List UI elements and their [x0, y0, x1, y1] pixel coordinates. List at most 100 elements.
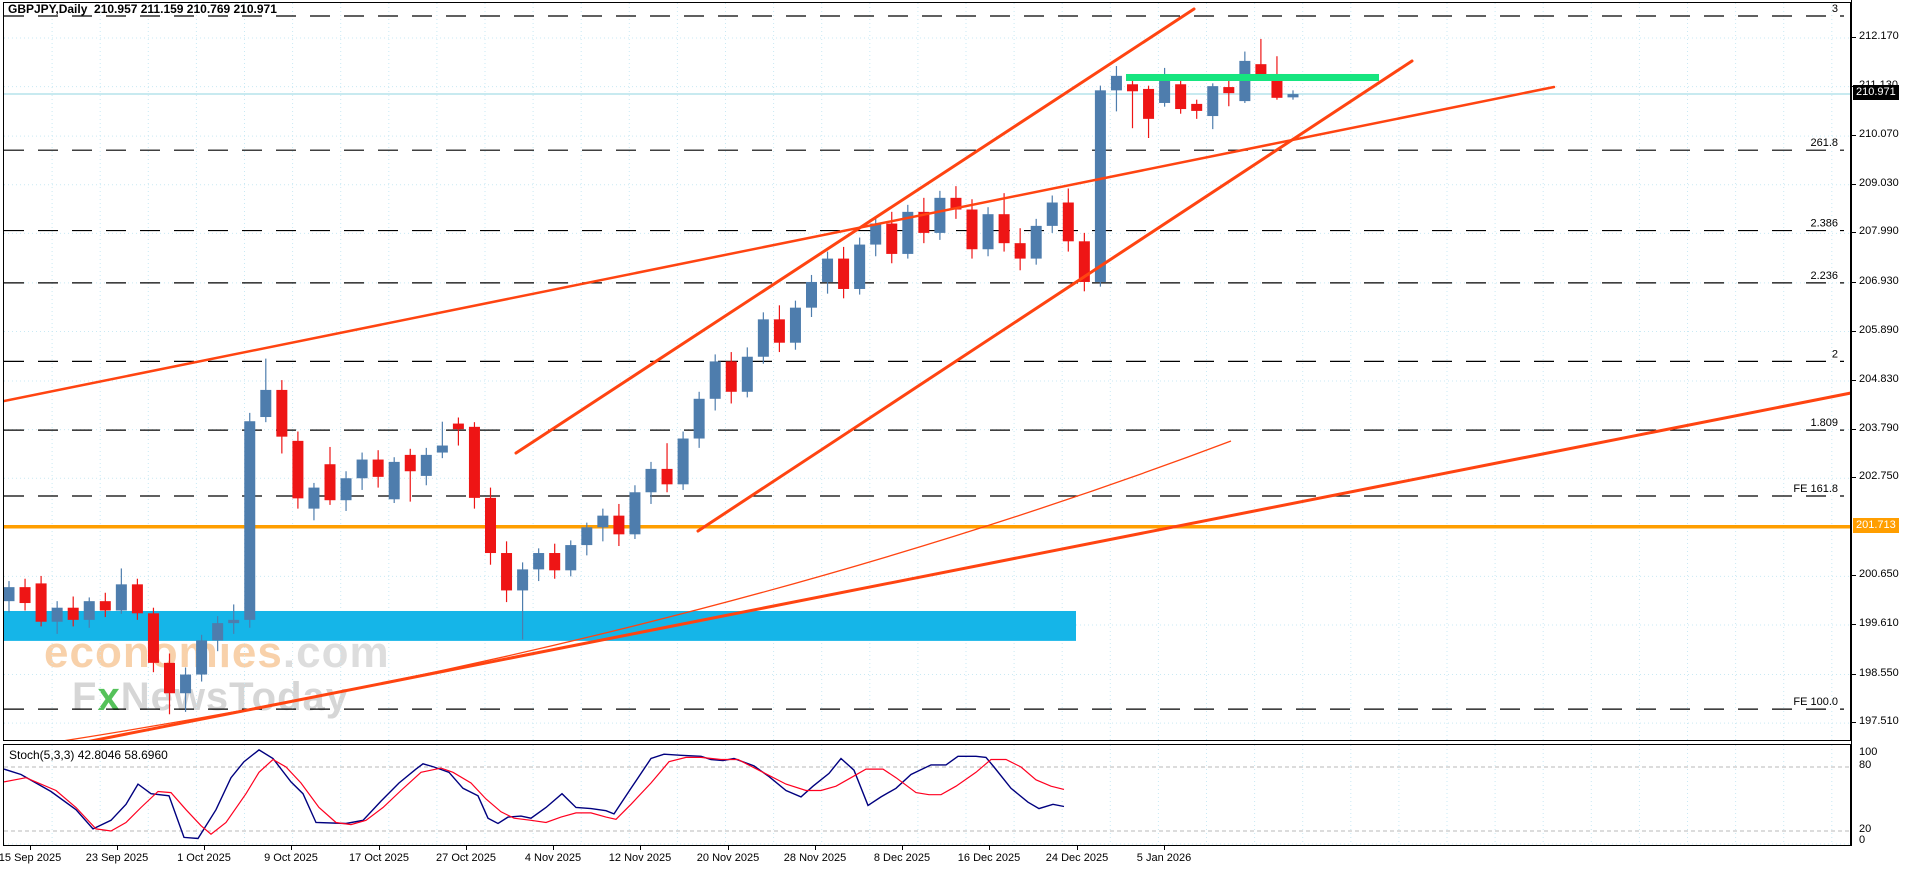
- price-tick-mark: [1852, 37, 1856, 38]
- price-tick-mark: [1852, 232, 1856, 234]
- trendline[interactable]: [696, 59, 1414, 533]
- support-zone: [4, 610, 1076, 641]
- candle-body: [966, 209, 978, 250]
- candle-body: [918, 211, 930, 233]
- candle-body: [260, 389, 272, 418]
- support-price-badge: 201.713: [1853, 517, 1899, 533]
- candle-body: [565, 545, 577, 571]
- candle-body: [67, 607, 79, 620]
- candle-body: [212, 623, 224, 641]
- candle-body: [1159, 78, 1171, 103]
- stoch-k-line: [4, 749, 1065, 840]
- trendline[interactable]: [4, 85, 1556, 403]
- candle-body: [19, 587, 31, 604]
- candle-body: [549, 553, 561, 571]
- candle-body: [934, 197, 946, 233]
- candle-body: [581, 527, 593, 546]
- candle-body: [1014, 243, 1026, 259]
- candle-body: [35, 583, 47, 622]
- candle-body: [4, 587, 15, 602]
- candle-body: [854, 244, 866, 289]
- candle-body: [741, 356, 753, 392]
- candle-body: [822, 258, 834, 282]
- candle-body: [1271, 73, 1283, 98]
- candle-body: [501, 553, 513, 591]
- stochastic-panel[interactable]: Stoch(5,3,3) 42.8046 58.6960: [3, 744, 1851, 846]
- date-tick-mark: [379, 846, 380, 850]
- price-tick-mark: [1852, 380, 1856, 382]
- candle-body: [677, 438, 689, 485]
- price-tick-mark: [1852, 477, 1856, 479]
- date-label: 1 Oct 2025: [177, 852, 231, 864]
- date-tick-mark: [1077, 846, 1078, 850]
- price-tick-mark: [1852, 428, 1856, 430]
- date-tick-mark: [117, 846, 118, 850]
- candle-body: [83, 601, 95, 620]
- date-label: 20 Nov 2025: [696, 852, 760, 864]
- date-tick-mark: [1164, 846, 1165, 850]
- candle-body: [131, 584, 143, 614]
- candle-body: [1062, 202, 1074, 242]
- price-tick-mark: [1852, 330, 1856, 332]
- candle-body: [340, 478, 352, 501]
- price-tick-label: 200.650: [1859, 568, 1899, 581]
- price-tick-label: 204.830: [1859, 373, 1899, 386]
- fib-level-label: FE 161.8: [1793, 483, 1838, 495]
- resistance-zone: [1126, 73, 1379, 81]
- date-label: 8 Dec 2025: [873, 852, 931, 864]
- candle-body: [1046, 202, 1058, 226]
- date-tick-mark: [902, 846, 903, 850]
- date-tick-mark: [989, 846, 990, 850]
- price-tick-label: 203.790: [1859, 421, 1899, 434]
- time-axis[interactable]: 15 Sep 2025 23 Sep 2025 1 Oct 2025 9 Oct 20…: [0, 846, 1851, 874]
- candle-body: [725, 361, 737, 392]
- candle-body: [372, 459, 384, 477]
- watermark-x-icon: x: [97, 675, 121, 719]
- date-tick-mark: [466, 846, 467, 850]
- candle-body: [388, 461, 400, 500]
- price-tick-label: 198.550: [1859, 666, 1899, 679]
- price-tick-label: 207.990: [1859, 225, 1899, 238]
- candlestick-chart[interactable]: 3 261.8 2.386 2.236 2 1.809 FE 161.8 FE 100.0: [4, 3, 1850, 740]
- date-tick-mark: [30, 846, 31, 850]
- stochastic-plot[interactable]: [4, 745, 1850, 845]
- price-tick-mark: [1852, 281, 1856, 283]
- indicator-label: Stoch(5,3,3) 42.8046 58.6960: [9, 748, 168, 762]
- price-axis[interactable]: 210.971 201.713 212.170211.130210.070209…: [1851, 0, 1916, 846]
- candle-body: [1094, 90, 1106, 282]
- fib-level-label: 261.8: [1810, 137, 1838, 149]
- date-label: 9 Oct 2025: [264, 852, 318, 864]
- candle-body: [757, 319, 769, 357]
- candle-body: [244, 421, 256, 620]
- candle-body: [51, 607, 63, 622]
- price-chart-panel[interactable]: economies.com FxNewsToday 3 261.8 2.386 2.2…: [3, 2, 1851, 741]
- candle-body: [517, 569, 529, 591]
- date-label: 15 Sep 2025: [0, 852, 62, 864]
- date-label: 5 Jan 2026: [1136, 852, 1192, 864]
- date-label: 23 Sep 2025: [85, 852, 149, 864]
- candle-body: [115, 584, 127, 611]
- date-tick-mark: [728, 846, 729, 850]
- candle-body: [147, 613, 159, 663]
- stoch-scale-label: 20: [1859, 823, 1872, 835]
- price-tick-label: 202.750: [1859, 470, 1899, 483]
- price-tick-label: 197.510: [1859, 715, 1899, 728]
- candle-body: [420, 454, 432, 476]
- candle-body: [1191, 103, 1203, 111]
- candle-body: [196, 640, 208, 675]
- candle-body: [228, 619, 240, 624]
- candle-body: [99, 601, 111, 611]
- price-tick-label: 212.170: [1859, 30, 1899, 42]
- trendline[interactable]: [514, 7, 1196, 455]
- price-tick-label: 205.890: [1859, 323, 1899, 336]
- candle-body: [693, 398, 705, 439]
- candle-body: [356, 459, 368, 479]
- candle-body: [1110, 75, 1122, 91]
- fib-level-label: 2.386: [1810, 218, 1838, 230]
- price-tick-mark: [1852, 183, 1856, 185]
- candle-body: [1030, 225, 1042, 259]
- trend-curve[interactable]: [56, 440, 1232, 740]
- candle-body: [806, 281, 817, 308]
- stoch-scale-label: 80: [1859, 759, 1872, 771]
